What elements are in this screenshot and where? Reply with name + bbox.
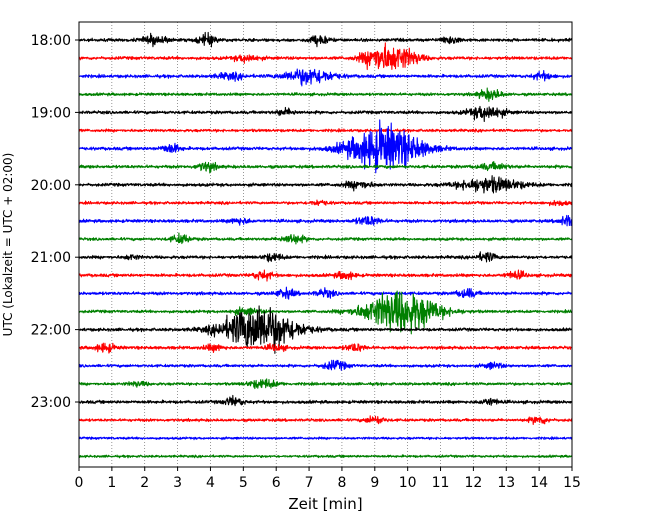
- trace-row-1930: [78, 119, 573, 174]
- trace-row-2015: [78, 199, 573, 207]
- x-axis-ticks: 0 1 2 3 4 5 6 7 8 9 10 11 12 13 14 15: [75, 467, 581, 491]
- x-tick-label: 9: [370, 475, 379, 491]
- x-tick-label: 8: [337, 475, 346, 491]
- trace-row-2045: [78, 232, 573, 245]
- trace-row-1815: [78, 42, 573, 71]
- y-tick-label: 20:00: [31, 178, 71, 194]
- trace-row-2330: [78, 436, 573, 441]
- trace-row-1830: [78, 68, 573, 87]
- trace-row-2145: [78, 290, 573, 335]
- trace-row-2000: [78, 175, 573, 194]
- trace-row-2315: [78, 415, 573, 425]
- seismogram-traces: [78, 31, 573, 459]
- trace-row-2030: [78, 214, 573, 227]
- x-tick-label: 11: [432, 475, 450, 491]
- x-tick-label: 6: [272, 475, 281, 491]
- y-tick-label: 18:00: [31, 33, 71, 49]
- y-tick-label: 22:00: [31, 323, 71, 339]
- y-axis-ticks: 18:00 19:00 20:00 21:00 22:00 23:00: [31, 33, 79, 411]
- trace-row-1900: [78, 105, 573, 123]
- trace-row-1800: [78, 31, 573, 48]
- x-axis-label: Zeit [min]: [288, 495, 362, 513]
- y-axis-label: UTC (Lokalzeit = UTC + 02:00): [1, 153, 15, 337]
- trace-row-2130: [78, 286, 573, 300]
- trace-row-2300: [78, 394, 573, 407]
- x-tick-label: 10: [399, 475, 417, 491]
- x-tick-label: 4: [206, 475, 215, 491]
- x-tick-label: 2: [140, 475, 149, 491]
- trace-row-2215: [78, 342, 573, 354]
- trace-row-2115: [78, 269, 573, 282]
- y-tick-label: 21:00: [31, 250, 71, 266]
- x-tick-label: 1: [107, 475, 116, 491]
- trace-row-1845: [78, 87, 573, 102]
- trace-row-1945: [78, 160, 573, 174]
- y-tick-label: 23:00: [31, 395, 71, 411]
- trace-row-2200: [78, 305, 573, 354]
- trace-row-2345: [78, 454, 573, 459]
- trace-row-2100: [78, 251, 573, 263]
- x-tick-label: 3: [173, 475, 182, 491]
- y-tick-label: 19:00: [31, 105, 71, 121]
- trace-row-2245: [78, 378, 573, 390]
- x-tick-label: 15: [563, 475, 581, 491]
- x-tick-label: 7: [305, 475, 314, 491]
- plot-frame: [78, 21, 573, 468]
- x-tick-label: 12: [464, 475, 482, 491]
- trace-row-2230: [78, 359, 573, 371]
- x-tick-label: 13: [497, 475, 515, 491]
- trace-row-1915: [78, 128, 573, 133]
- x-tick-label: 14: [530, 475, 548, 491]
- x-tick-label: 0: [75, 475, 84, 491]
- grid-lines: [111, 22, 540, 467]
- x-tick-label: 5: [239, 475, 248, 491]
